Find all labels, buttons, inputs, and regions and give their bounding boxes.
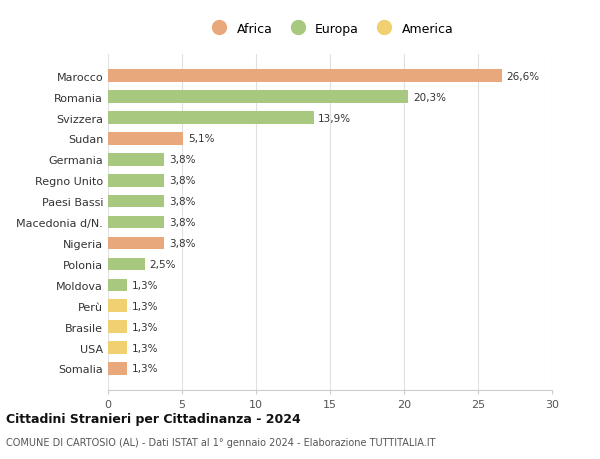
Text: 2,5%: 2,5% xyxy=(149,259,176,269)
Bar xyxy=(108,321,127,333)
Text: 1,3%: 1,3% xyxy=(131,301,158,311)
Text: 3,8%: 3,8% xyxy=(169,155,195,165)
Bar xyxy=(108,363,127,375)
Text: 20,3%: 20,3% xyxy=(413,92,446,102)
Text: 13,9%: 13,9% xyxy=(318,113,351,123)
Text: 1,3%: 1,3% xyxy=(131,280,158,290)
Text: 3,8%: 3,8% xyxy=(169,176,195,186)
Text: 5,1%: 5,1% xyxy=(188,134,214,144)
Bar xyxy=(108,112,314,124)
Bar xyxy=(108,300,127,312)
Bar xyxy=(108,154,164,166)
Bar xyxy=(108,174,164,187)
Bar xyxy=(108,341,127,354)
Bar xyxy=(108,279,127,291)
Text: 3,8%: 3,8% xyxy=(169,218,195,228)
Text: 3,8%: 3,8% xyxy=(169,239,195,248)
Legend: Africa, Europa, America: Africa, Europa, America xyxy=(202,18,458,41)
Text: COMUNE DI CARTOSIO (AL) - Dati ISTAT al 1° gennaio 2024 - Elaborazione TUTTITALI: COMUNE DI CARTOSIO (AL) - Dati ISTAT al … xyxy=(6,437,436,447)
Bar xyxy=(108,133,184,146)
Bar xyxy=(108,216,164,229)
Bar xyxy=(108,196,164,208)
Bar xyxy=(108,237,164,250)
Text: Cittadini Stranieri per Cittadinanza - 2024: Cittadini Stranieri per Cittadinanza - 2… xyxy=(6,412,301,425)
Text: 3,8%: 3,8% xyxy=(169,197,195,207)
Text: 1,3%: 1,3% xyxy=(131,322,158,332)
Text: 26,6%: 26,6% xyxy=(506,72,539,82)
Text: 1,3%: 1,3% xyxy=(131,343,158,353)
Bar xyxy=(108,70,502,83)
Bar xyxy=(108,91,409,104)
Bar xyxy=(108,258,145,271)
Text: 1,3%: 1,3% xyxy=(131,364,158,374)
